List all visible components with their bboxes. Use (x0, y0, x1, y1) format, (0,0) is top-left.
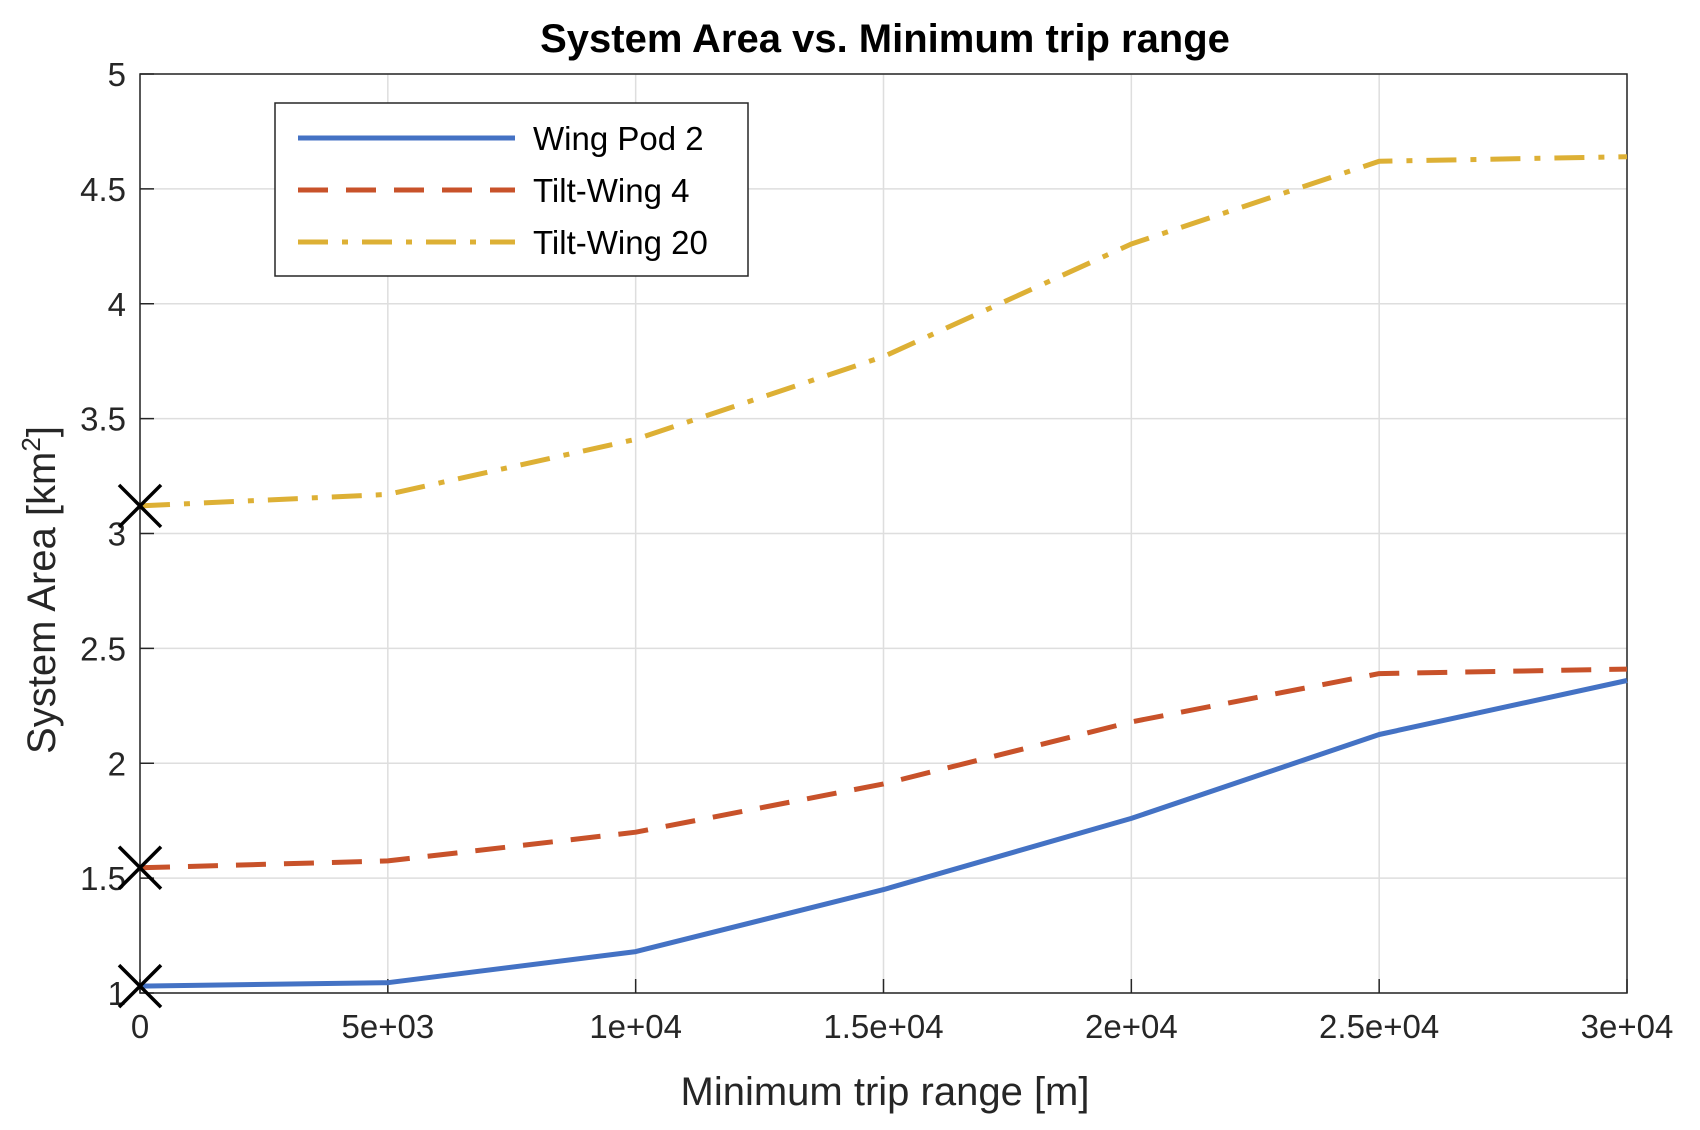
series-lines (139, 154, 1628, 989)
y-tick-label: 2 (108, 745, 126, 782)
legend: Wing Pod 2 Tilt-Wing 4 Tilt-Wing 20 (274, 102, 749, 277)
series-line-3 (139, 154, 1628, 509)
chart-title: System Area vs. Minimum trip range (540, 17, 1230, 61)
y-axis-label-main: System Area [km (20, 452, 64, 754)
x-axis-label: Minimum trip range [m] (681, 1070, 1090, 1114)
y-axis-label-superscript: 2 (16, 437, 46, 451)
axis-ticks: 0 5e+03 1e+04 1.5e+04 2e+04 2.5e+04 3e+04 1 1.5 2… (80, 56, 1673, 1045)
x-tick-label: 5e+03 (341, 1008, 434, 1045)
x-tick-label: 3e+04 (1581, 1008, 1674, 1045)
x-marker (117, 845, 163, 891)
x-marker (117, 483, 163, 529)
start-markers (117, 483, 163, 1009)
y-tick-label: 2.5 (80, 630, 126, 667)
legend-label-1: Wing Pod 2 (533, 120, 704, 157)
grid (139, 73, 1628, 994)
series-line-2 (139, 666, 1628, 871)
y-axis-label: System Area [km2] (16, 426, 64, 754)
legend-label-2: Tilt-Wing 4 (533, 172, 689, 209)
legend-label-3: Tilt-Wing 20 (533, 224, 708, 261)
y-tick-label: 1.5 (80, 860, 126, 897)
y-tick-label: 1 (108, 975, 126, 1012)
x-tick-label: 0 (131, 1008, 149, 1045)
series-line-1 (139, 678, 1628, 989)
y-tick-label: 5 (108, 56, 126, 93)
y-tick-label: 4 (108, 286, 126, 323)
x-tick-label: 1.5e+04 (823, 1008, 943, 1045)
y-tick-label: 3.5 (80, 401, 126, 438)
x-tick-label: 2.5e+04 (1319, 1008, 1439, 1045)
y-tick-label: 4.5 (80, 171, 126, 208)
x-tick-label: 2e+04 (1085, 1008, 1178, 1045)
y-axis-label-suffix: ] (20, 426, 64, 437)
x-marker (117, 963, 163, 1009)
x-tick-label: 1e+04 (589, 1008, 682, 1045)
